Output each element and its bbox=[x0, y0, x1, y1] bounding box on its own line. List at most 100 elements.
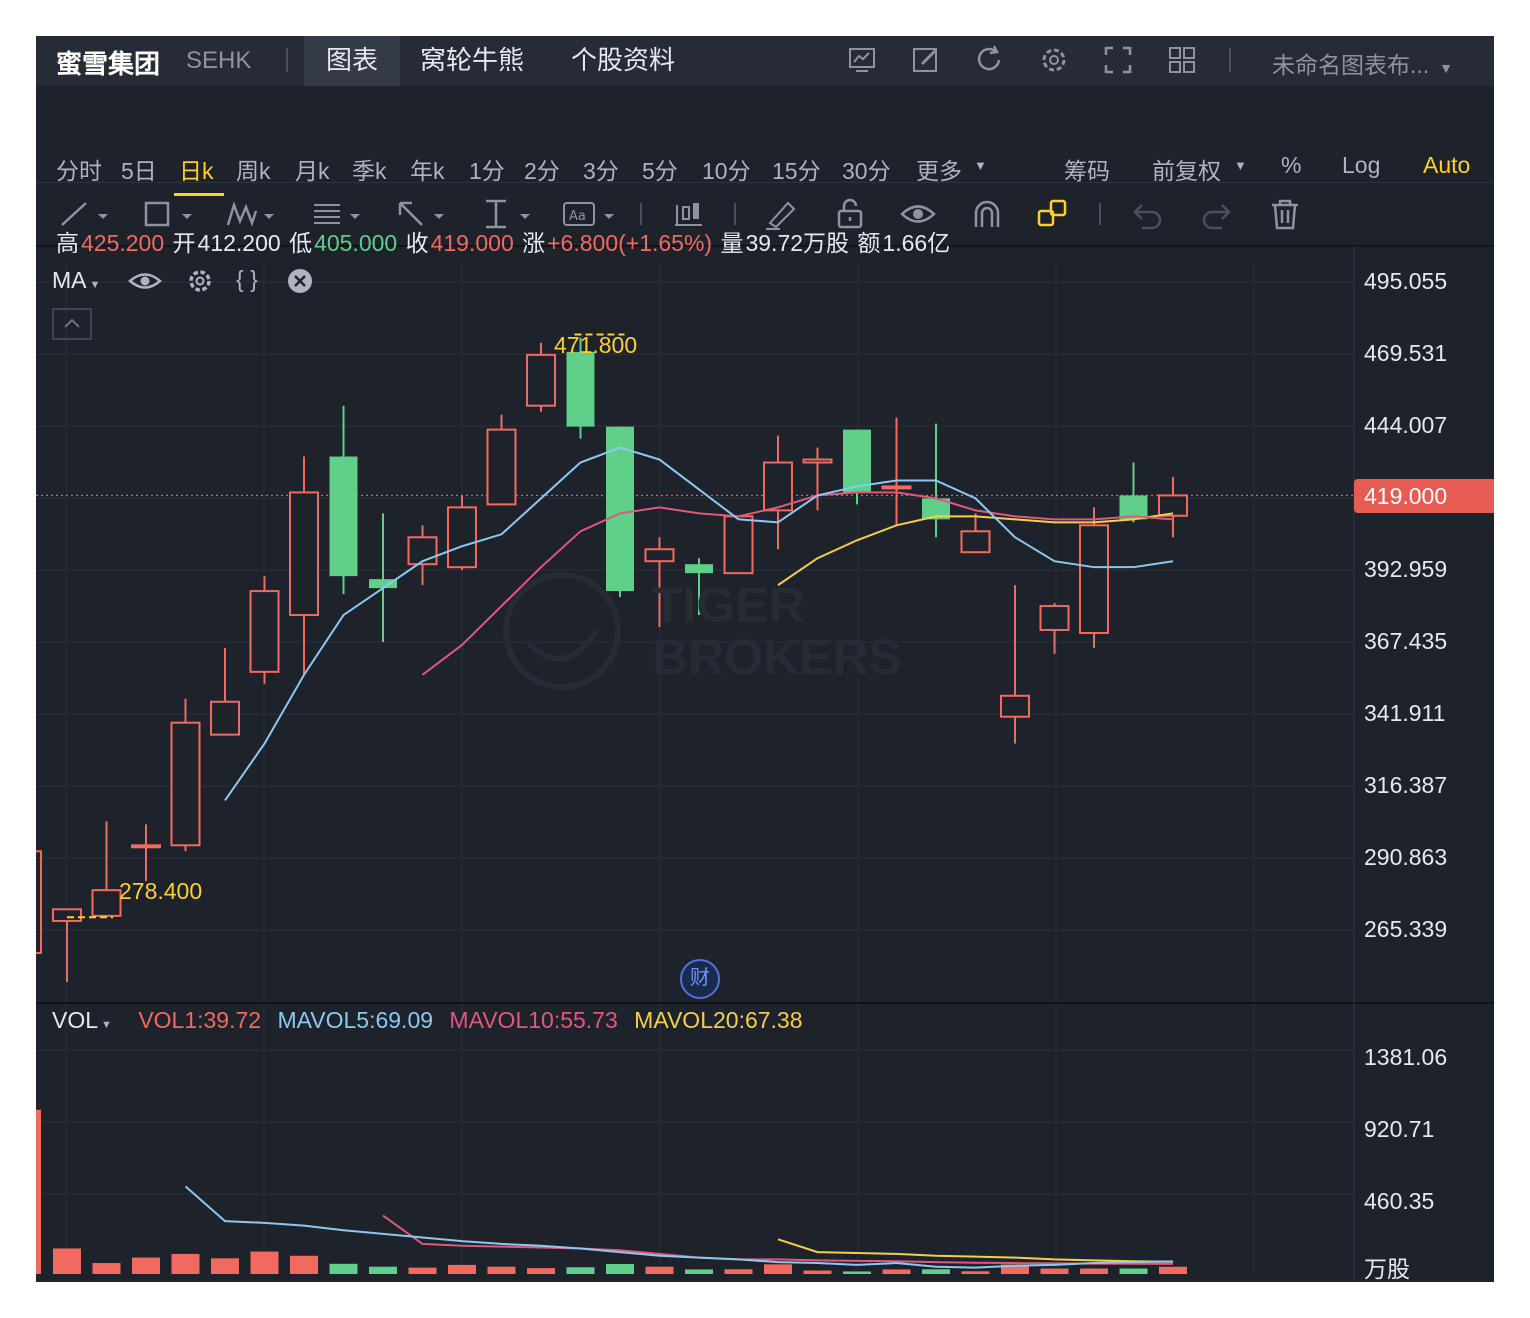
candle bbox=[289, 491, 319, 617]
tab-warrants[interactable]: 窝轮牛熊 bbox=[420, 36, 524, 86]
open-label: 开 bbox=[172, 230, 196, 256]
layout-grid-icon[interactable] bbox=[1166, 44, 1198, 76]
amount-label: 额 bbox=[857, 230, 881, 256]
collapse-icon[interactable] bbox=[52, 308, 92, 340]
period-1m[interactable]: 1分 bbox=[469, 158, 505, 184]
redo-icon[interactable] bbox=[1198, 197, 1234, 231]
undo-icon[interactable] bbox=[1130, 197, 1166, 231]
period-intraday[interactable]: 分时 bbox=[56, 158, 102, 184]
eye-icon[interactable] bbox=[900, 197, 936, 231]
tab-chart[interactable]: 图表 bbox=[304, 36, 400, 86]
period-weekly[interactable]: 周k bbox=[236, 158, 271, 184]
magnet-icon[interactable] bbox=[970, 197, 1004, 231]
period-daily[interactable]: 日k bbox=[179, 158, 214, 184]
candle bbox=[369, 579, 397, 589]
gear-icon[interactable] bbox=[186, 267, 214, 295]
watermark bbox=[502, 571, 622, 696]
chart-window: 蜜雪集团 SEHK 图表 窝轮牛熊 个股资料 未命名图表布... ▼ 分时 5日 … bbox=[36, 36, 1494, 1282]
adjust-selector[interactable]: 前复权 bbox=[1152, 158, 1221, 184]
candle bbox=[52, 908, 82, 922]
fib-icon[interactable] bbox=[310, 197, 362, 231]
refresh-icon[interactable] bbox=[974, 44, 1006, 76]
candle bbox=[960, 530, 991, 554]
period-30m[interactable]: 30分 bbox=[842, 158, 891, 184]
period-3m[interactable]: 3分 bbox=[583, 158, 619, 184]
measure-icon[interactable] bbox=[480, 197, 532, 231]
percent-button[interactable]: % bbox=[1281, 152, 1302, 178]
tab-chart-label: 图表 bbox=[325, 45, 378, 75]
vol-label[interactable]: VOL bbox=[52, 1007, 99, 1033]
y-tick-label: 265.339 bbox=[1364, 916, 1448, 942]
amount-value: 1.66亿 bbox=[882, 230, 951, 256]
eye-icon[interactable] bbox=[128, 268, 162, 294]
candle bbox=[91, 889, 122, 917]
chips-button[interactable]: 筹码 bbox=[1064, 158, 1110, 184]
volume-bar bbox=[961, 1271, 990, 1274]
edit-icon[interactable] bbox=[910, 44, 942, 76]
period-yearly[interactable]: 年k bbox=[410, 158, 445, 184]
log-button[interactable]: Log bbox=[1342, 152, 1381, 178]
y-tick-label: 290.863 bbox=[1364, 844, 1448, 870]
period-10m[interactable]: 10分 bbox=[702, 158, 751, 184]
period-more[interactable]: 更多 bbox=[916, 158, 962, 184]
candle bbox=[723, 515, 754, 575]
fullscreen-icon[interactable] bbox=[1102, 44, 1134, 76]
volume-bar bbox=[408, 1267, 437, 1274]
brush-icon[interactable] bbox=[764, 197, 798, 231]
price-chart[interactable] bbox=[36, 36, 1494, 1282]
y-tick-label: 392.959 bbox=[1364, 556, 1448, 582]
period-2m[interactable]: 2分 bbox=[524, 158, 560, 184]
period-5d[interactable]: 5日 bbox=[121, 158, 157, 184]
candle bbox=[922, 498, 950, 520]
period-15m[interactable]: 15分 bbox=[772, 158, 821, 184]
candle bbox=[1039, 605, 1070, 631]
close-icon[interactable] bbox=[286, 267, 314, 295]
lock-icon[interactable] bbox=[834, 197, 868, 231]
trash-icon[interactable] bbox=[1268, 197, 1302, 231]
candle bbox=[36, 850, 42, 954]
current-price-label: 419.000 bbox=[1364, 483, 1448, 509]
ma5-line bbox=[224, 446, 1174, 802]
period-monthly[interactable]: 月k bbox=[295, 158, 330, 184]
tab-warrants-label: 窝轮牛熊 bbox=[420, 45, 525, 75]
volume-bar bbox=[92, 1263, 121, 1274]
chevron-down-icon: ▼ bbox=[1439, 60, 1454, 76]
vol1-value: VOL1:39.72 bbox=[138, 1007, 262, 1033]
tab-profile[interactable]: 个股资料 bbox=[571, 36, 675, 86]
ma-selector[interactable]: MA ▼ bbox=[52, 267, 100, 294]
y-tick-label: 495.055 bbox=[1364, 268, 1448, 294]
volume-bar bbox=[290, 1255, 318, 1274]
volume-bar bbox=[369, 1266, 397, 1274]
candle bbox=[447, 506, 477, 569]
open-value: 412.200 bbox=[197, 230, 281, 256]
text-icon[interactable]: Aa bbox=[562, 197, 618, 231]
volume-bar bbox=[1001, 1264, 1029, 1274]
arrow-icon[interactable] bbox=[394, 197, 446, 231]
chart-settings-icon[interactable] bbox=[846, 44, 878, 76]
auto-button[interactable]: Auto bbox=[1423, 152, 1471, 178]
mavol20-value: MAVOL20:67.38 bbox=[634, 1007, 803, 1033]
rectangle-icon[interactable] bbox=[142, 197, 194, 231]
financial-event-badge[interactable]: 财 bbox=[680, 959, 720, 999]
stock-name: 蜜雪集团 bbox=[56, 49, 161, 79]
code-icon[interactable]: { } bbox=[236, 266, 258, 292]
volume-bar bbox=[527, 1268, 555, 1274]
period-quarterly[interactable]: 季k bbox=[352, 158, 387, 184]
period-5m[interactable]: 5分 bbox=[642, 158, 678, 184]
active-period-underline bbox=[174, 193, 224, 196]
candle-type-icon[interactable] bbox=[672, 197, 704, 231]
high-label: 高 bbox=[56, 230, 79, 256]
link-icon[interactable] bbox=[1036, 197, 1072, 231]
divider bbox=[734, 203, 736, 225]
volume-bar bbox=[171, 1253, 200, 1274]
mavol10-line bbox=[382, 1214, 1174, 1265]
pattern-icon[interactable] bbox=[224, 197, 276, 231]
vol-tick-label: 1381.06 bbox=[1364, 1044, 1448, 1070]
layout-selector[interactable]: 未命名图表布... ▼ bbox=[1272, 46, 1453, 80]
candle bbox=[843, 429, 871, 493]
trend-line-icon[interactable] bbox=[58, 197, 110, 231]
watermark-line-1: TIGER bbox=[652, 577, 805, 633]
candle bbox=[606, 426, 634, 592]
gear-icon[interactable] bbox=[1038, 44, 1070, 76]
ma20-line bbox=[777, 512, 1174, 586]
